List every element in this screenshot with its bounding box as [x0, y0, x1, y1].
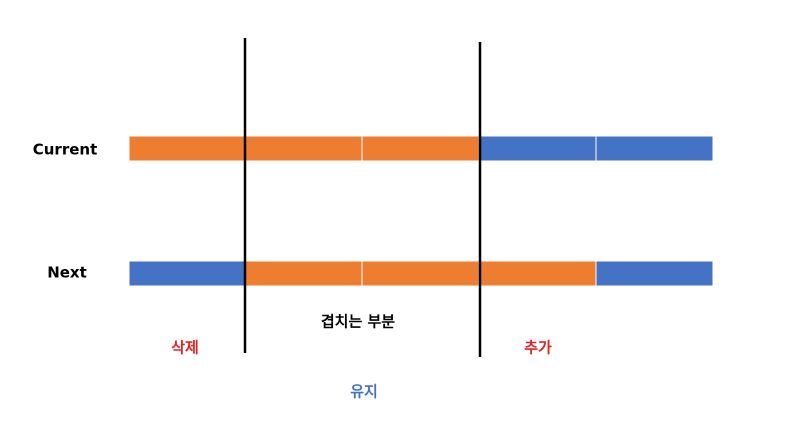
keep-label: 유지	[350, 383, 378, 401]
row-label: Next	[47, 264, 87, 282]
segment	[478, 260, 597, 287]
delete-label: 삭제	[171, 339, 199, 357]
segment	[478, 135, 597, 162]
segment	[361, 135, 480, 162]
overlap-label: 겹치는 부분	[321, 313, 395, 331]
segment	[244, 260, 363, 287]
next-bar	[128, 260, 714, 287]
segment	[244, 135, 363, 162]
row-label: Current	[33, 141, 98, 159]
add-label: 추가	[524, 339, 552, 357]
segment	[595, 260, 714, 287]
current-bar	[128, 135, 714, 162]
segment	[361, 260, 480, 287]
segment	[595, 135, 714, 162]
segment	[128, 260, 246, 287]
segment	[128, 135, 246, 162]
